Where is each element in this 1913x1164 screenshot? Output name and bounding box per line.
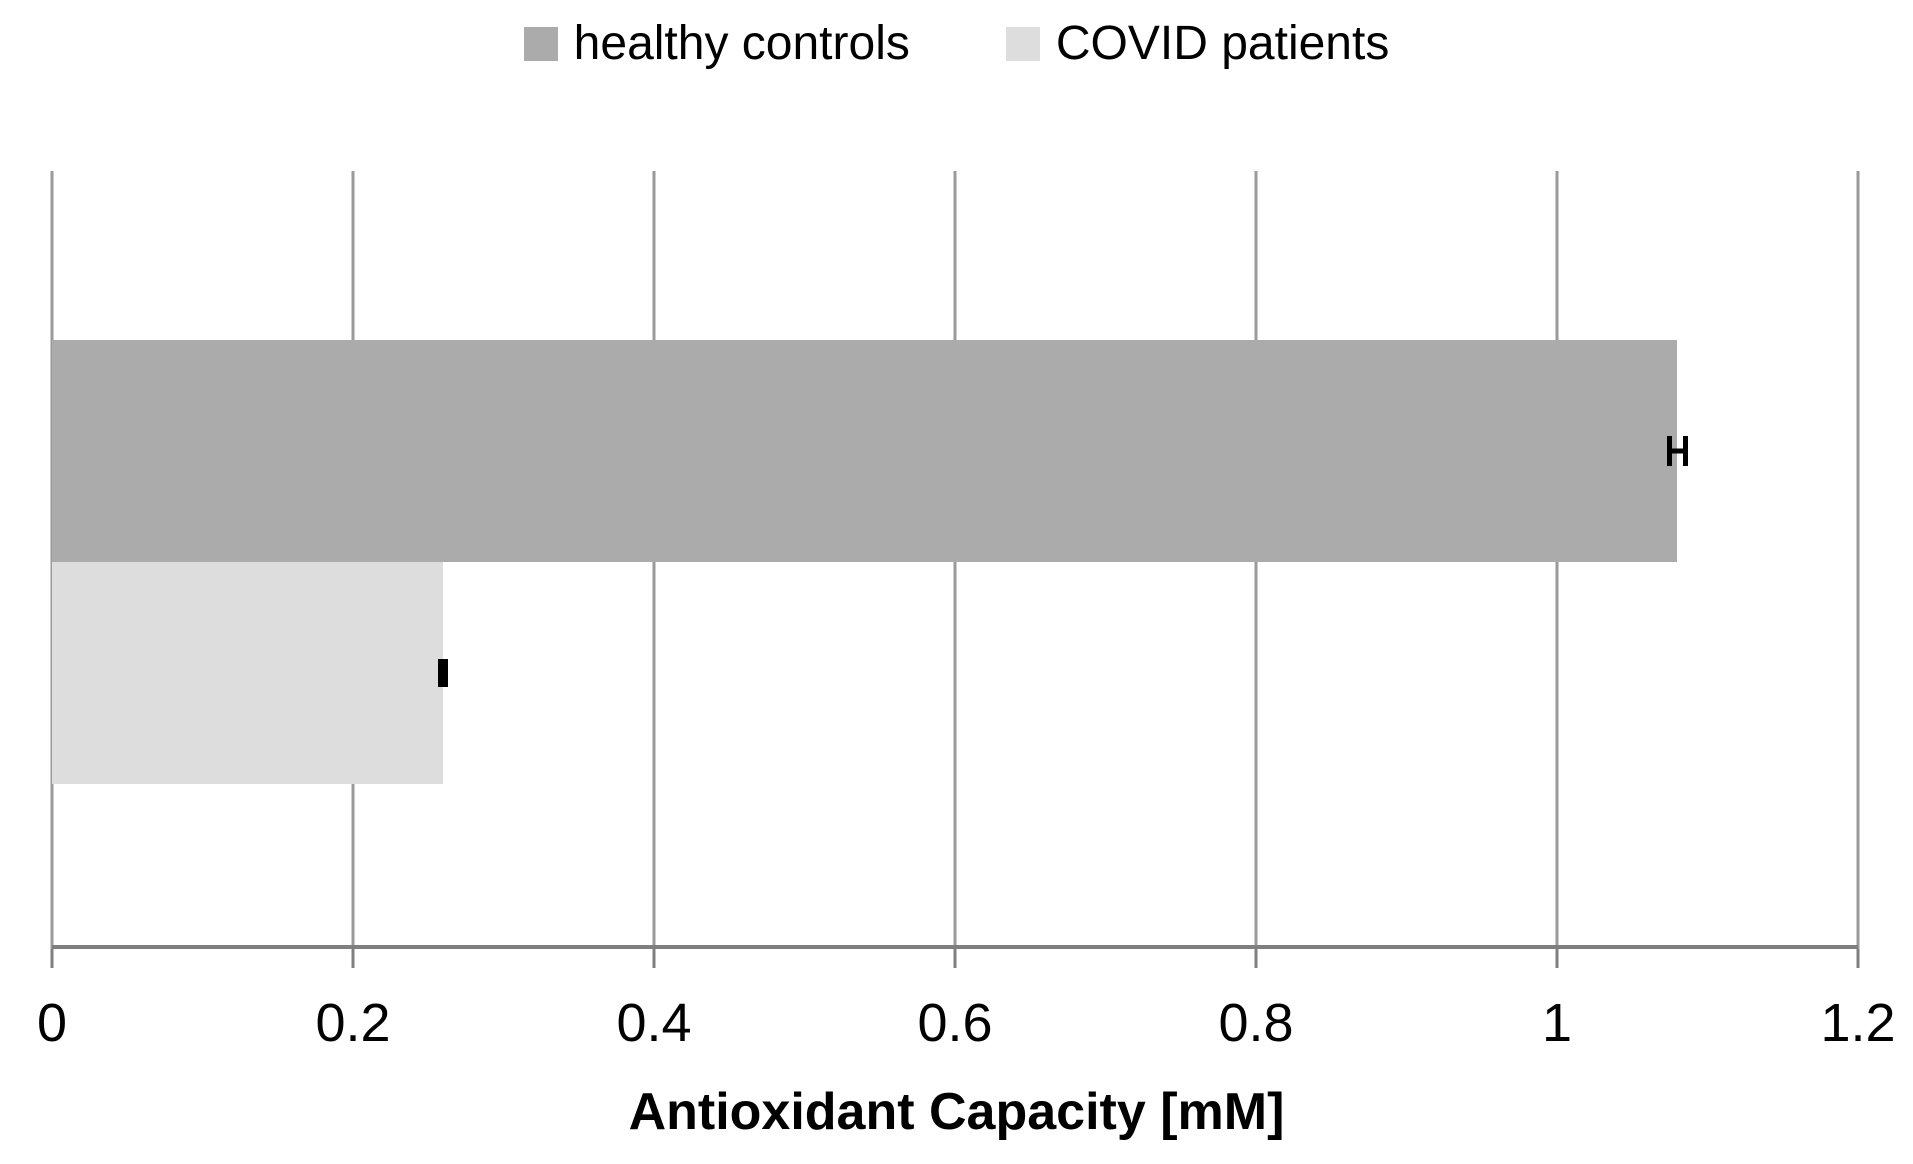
x-tick-label-0-6: 0.6: [917, 993, 993, 1053]
tick-mark-0: [50, 949, 54, 968]
error-bar-covid-patients: [438, 659, 449, 687]
x-axis-title: Antioxidant Capacity [mM]: [628, 1083, 1285, 1141]
chart-legend: healthy controls COVID patients: [0, 16, 1913, 71]
bar-healthy-controls: [52, 340, 1678, 562]
tick-mark-0-2: [351, 949, 355, 968]
x-tick-label-0-4: 0.4: [616, 993, 692, 1053]
x-axis-tick-labels: 0 0.2 0.4 0.6 0.8 1 1.2: [37, 992, 1896, 1062]
plot-area: [50, 171, 1860, 968]
gridline-1-2: [1856, 171, 1860, 949]
x-axis-line: [52, 945, 1858, 949]
legend-item-healthy-controls: healthy controls: [523, 16, 910, 71]
legend-swatch-healthy-controls: [523, 26, 558, 61]
tick-mark-1: [1555, 949, 1559, 968]
x-tick-label-1-2: 1.2: [1820, 993, 1896, 1053]
legend-label-healthy-controls: healthy controls: [573, 17, 910, 70]
x-tick-label-0-8: 0.8: [1218, 993, 1294, 1053]
x-tick-label-1: 1: [1541, 993, 1573, 1053]
legend-label-covid-patients: COVID patients: [1055, 17, 1390, 70]
tick-mark-1-2: [1856, 949, 1860, 968]
tick-mark-0-6: [953, 949, 957, 968]
legend-swatch-covid-patients: [1005, 26, 1040, 61]
x-tick-label-0-2: 0.2: [315, 993, 391, 1053]
tick-mark-0-8: [1254, 949, 1258, 968]
tick-mark-0-4: [652, 949, 656, 968]
x-tick-label-0: 0: [36, 993, 68, 1053]
error-bar-healthy-controls: [1666, 436, 1688, 466]
bar-covid-patients: [52, 562, 444, 784]
legend-item-covid-patients: COVID patients: [1005, 16, 1390, 71]
